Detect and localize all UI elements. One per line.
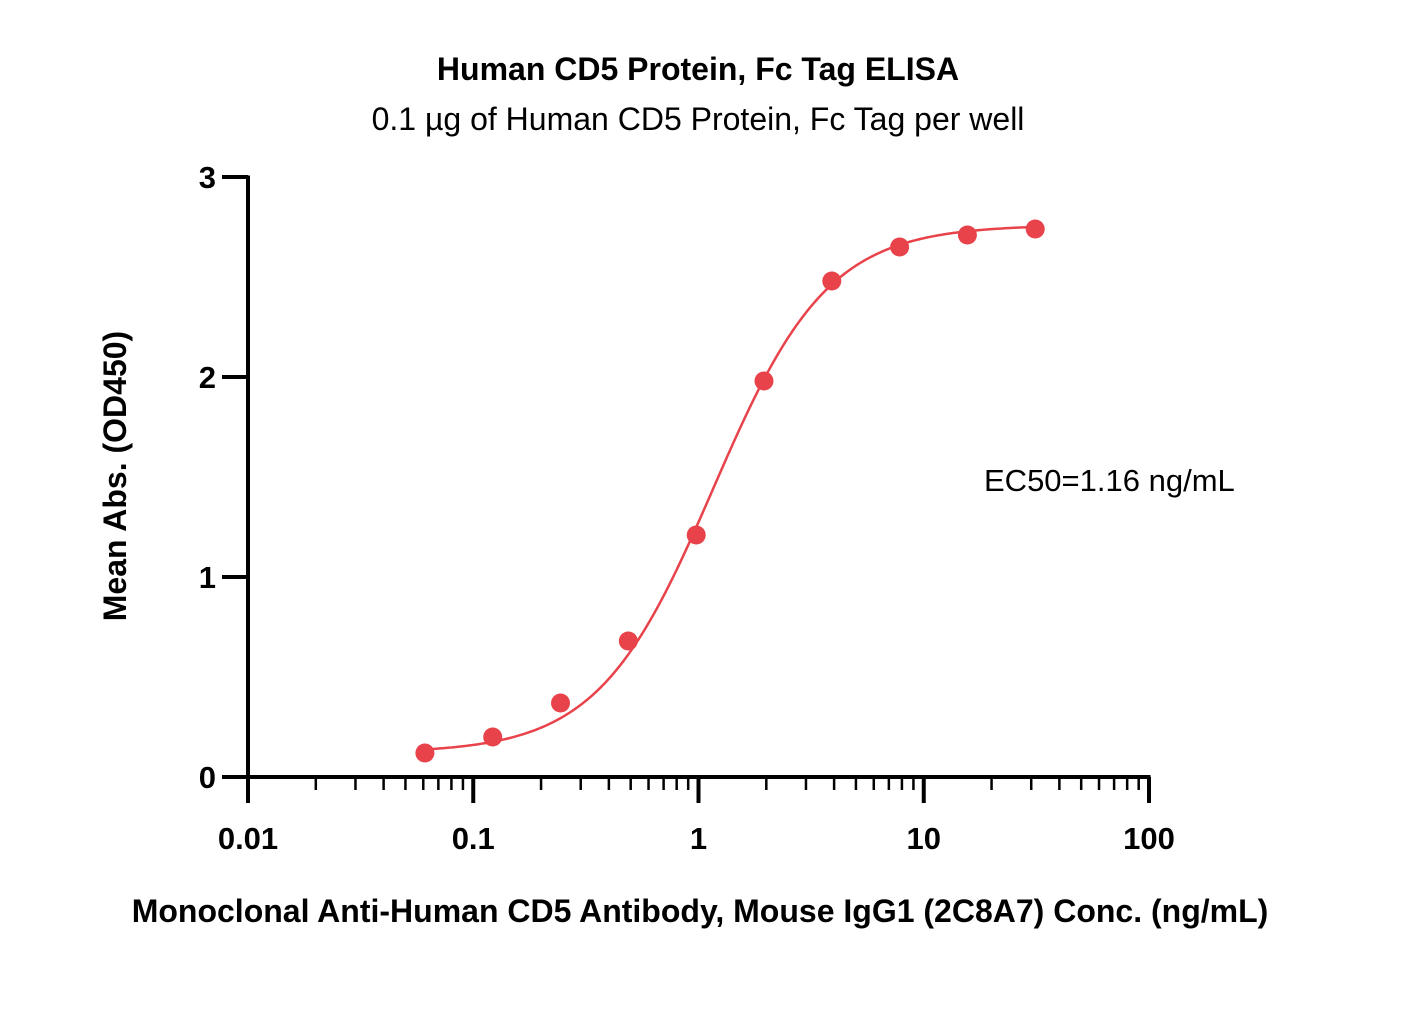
chart-subtitle: 0.1 µg of Human CD5 Protein, Fc Tag per … <box>372 101 1025 137</box>
data-points <box>415 219 1045 763</box>
x-tick-label: 100 <box>1123 821 1175 856</box>
data-point <box>890 237 910 257</box>
data-point <box>1025 219 1045 239</box>
chart-title: Human CD5 Protein, Fc Tag ELISA <box>437 51 959 87</box>
fit-curve-group <box>424 225 1036 751</box>
x-tick-label: 1 <box>690 821 707 856</box>
data-point <box>686 525 706 545</box>
y-tick-label: 3 <box>199 160 216 195</box>
data-point <box>618 631 638 651</box>
data-point <box>551 693 571 713</box>
data-point <box>957 225 977 245</box>
x-axis-label: Monoclonal Anti-Human CD5 Antibody, Mous… <box>132 893 1269 929</box>
x-tick-label: 0.01 <box>218 821 278 856</box>
fit-curve-line <box>424 225 1036 751</box>
x-tick-label: 0.1 <box>452 821 495 856</box>
y-tick-label: 2 <box>199 360 216 395</box>
y-tick-label: 1 <box>199 560 216 595</box>
y-axis-label: Mean Abs. (OD450) <box>97 331 133 621</box>
data-point <box>754 371 774 391</box>
data-point <box>483 727 503 747</box>
y-axis-ticks: 0 1 2 3 <box>199 160 248 795</box>
data-point <box>415 743 435 763</box>
ec50-annotation: EC50=1.16 ng/mL <box>984 463 1235 498</box>
x-axis-ticks: 0.01 0.1 1 10 100 <box>218 777 1175 856</box>
x-tick-label: 10 <box>907 821 941 856</box>
y-tick-label: 0 <box>199 760 216 795</box>
data-point <box>822 271 842 291</box>
